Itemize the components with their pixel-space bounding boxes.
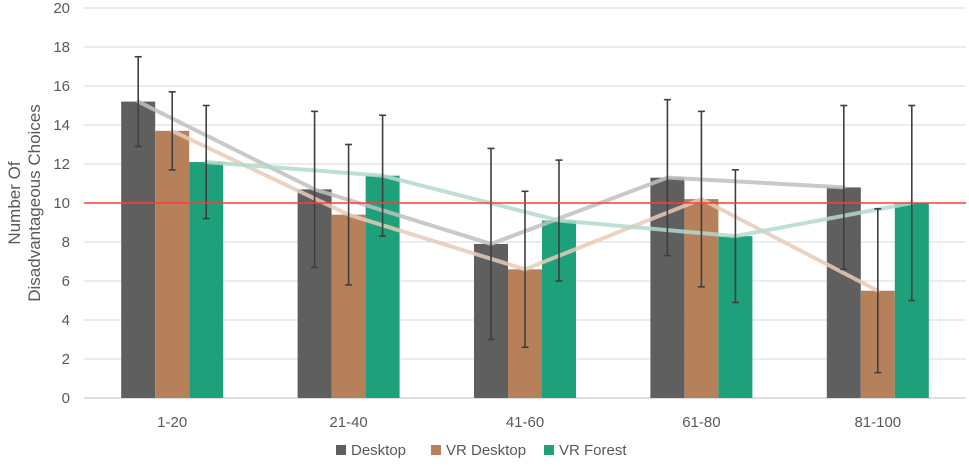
bar-desktop-1-20 [121,101,156,398]
y-tick-label: 4 [62,312,70,329]
error-bar-desktop-61-80 [663,98,671,257]
y-axis-title: Number OfDisadvantageous Choices [5,104,44,302]
error-bar-vr-forest-61-80 [731,169,739,304]
legend-item-desktop: Desktop [336,442,406,459]
error-bar-vr-forest-21-40 [379,114,387,237]
error-bar-desktop-1-20 [134,55,142,148]
legend-swatch [431,445,441,455]
error-bar-vr-desktop-81-100 [874,208,882,374]
bar-vr-desktop-1-20 [155,130,190,398]
y-tick-label: 8 [62,234,70,251]
error-bar-desktop-21-40 [311,110,319,269]
error-bars [134,55,916,374]
legend-label: VR Desktop [446,442,526,459]
error-bar-vr-desktop-61-80 [697,110,705,288]
x-tick-label: 21-40 [329,414,367,431]
y-tick-label: 18 [53,39,70,56]
y-axis-title-line: Number Of [5,161,24,244]
y-axis-title-line: Disadvantageous Choices [25,104,44,302]
x-tick-labels: 1-20 21-40 41-60 61-80 81-100 [157,414,901,431]
x-tick-label: 41-60 [506,414,544,431]
error-bar-vr-forest-41-60 [555,159,563,282]
x-tick-label: 81-100 [854,414,901,431]
legend-swatch [336,445,346,455]
x-tick-label: 61-80 [682,414,720,431]
bars [121,101,929,398]
error-bar-vr-desktop-21-40 [345,143,353,286]
y-tick-labels: 0 2 4 6 8 10 12 14 16 18 20 [53,0,70,407]
y-tick-label: 14 [53,117,70,134]
error-bar-vr-forest-1-20 [202,104,210,220]
y-tick-label: 2 [62,351,70,368]
y-tick-label: 10 [53,195,70,212]
y-tick-label: 12 [53,156,70,173]
legend-item-vr-forest: VR Forest [544,442,627,459]
legend: Desktop VR Desktop VR Forest [336,442,627,459]
error-bar-vr-desktop-1-20 [168,91,176,171]
y-axis-label: Number OfDisadvantageous Choices [5,104,44,302]
legend-label: VR Forest [559,442,627,459]
legend-item-vr-desktop: VR Desktop [431,442,526,459]
legend-label: Desktop [351,442,406,459]
error-bar-desktop-41-60 [487,147,495,341]
error-bar-vr-desktop-41-60 [521,190,529,349]
y-tick-label: 16 [53,78,70,95]
y-tick-label: 0 [62,390,70,407]
y-tick-label: 20 [53,0,70,17]
x-tick-label: 1-20 [157,414,187,431]
legend-swatch [544,445,554,455]
y-tick-label: 6 [62,273,70,290]
error-bar-desktop-81-100 [840,104,848,271]
